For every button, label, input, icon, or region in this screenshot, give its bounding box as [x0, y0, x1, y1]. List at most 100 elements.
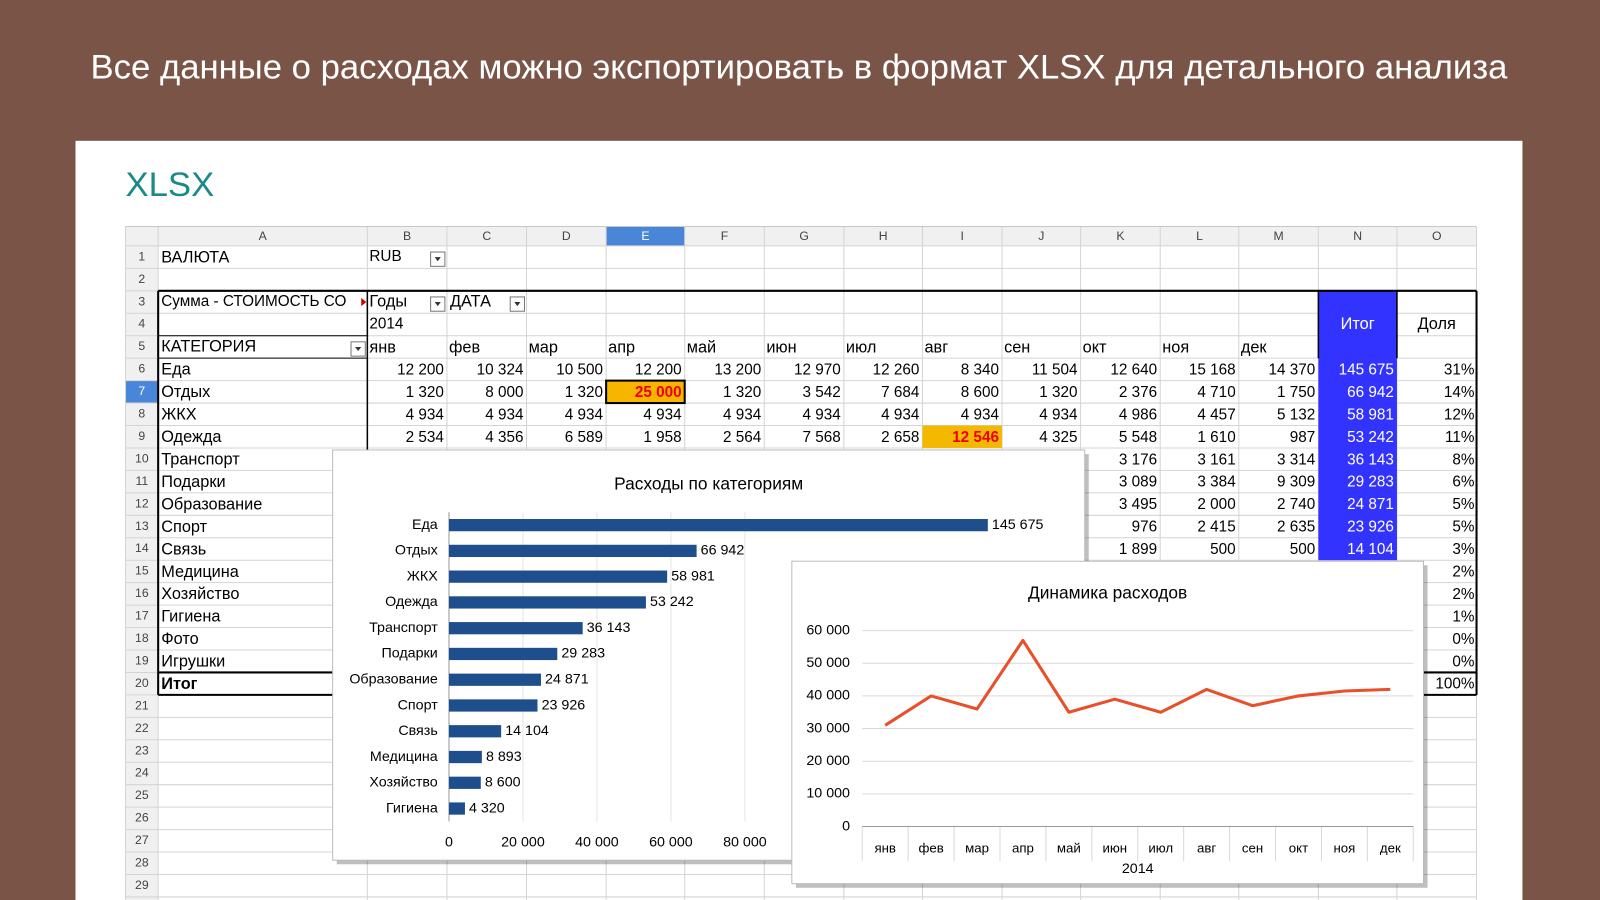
cell-value: 4 934	[881, 406, 920, 423]
total-value: 23 926	[1347, 519, 1394, 536]
column-header: K	[1116, 229, 1125, 243]
total-value: 36 143	[1347, 451, 1394, 468]
column-header: L	[1196, 229, 1203, 243]
x-tick-label: 20 000	[501, 835, 545, 851]
y-tick-label: Связь	[398, 723, 437, 739]
share-value: 100%	[1435, 676, 1475, 693]
y-tick-label: 20 000	[806, 753, 850, 769]
share-value: 5%	[1452, 519, 1475, 536]
category-label: ЖКХ	[161, 406, 197, 424]
slide-title: Все данные о расходах можно экспортирова…	[91, 49, 1509, 87]
month-header: авг	[924, 338, 948, 356]
y-tick-label: 50 000	[806, 655, 850, 671]
share-value: 31%	[1444, 361, 1475, 378]
cell-value: 1 899	[1119, 541, 1157, 558]
cell-value: 4 934	[803, 406, 842, 423]
data-label: 23 926	[542, 697, 586, 713]
bar	[448, 647, 558, 661]
data-label: 53 242	[650, 594, 694, 610]
cell-value: 2 376	[1119, 384, 1157, 401]
cell-value: 5 132	[1277, 406, 1315, 423]
row-header: 1	[138, 249, 145, 263]
data-label: 24 871	[545, 671, 589, 687]
x-tick-label: дек	[1380, 840, 1401, 855]
month-header: мар	[529, 338, 558, 356]
cell-marker	[361, 297, 367, 307]
data-label: 14 104	[505, 723, 549, 739]
cell-value: 1 320	[1039, 384, 1077, 401]
cell-value: 3 314	[1277, 451, 1316, 468]
cell-value: 976	[1132, 519, 1158, 536]
cell-value: 1 610	[1197, 429, 1235, 446]
y-tick-label: Гигиена	[386, 800, 438, 816]
share-value: 14%	[1444, 384, 1475, 401]
row-header: 23	[135, 743, 149, 757]
cell-value: 7 568	[803, 429, 841, 446]
column-header: C	[482, 229, 491, 243]
row-header: 15	[135, 564, 149, 578]
row-header: 22	[135, 721, 149, 735]
bar	[448, 776, 481, 789]
row-header: 11	[135, 474, 148, 488]
row-header: 26	[135, 811, 149, 825]
highlight-cell	[922, 425, 1003, 448]
row-header: 29	[135, 878, 149, 892]
total-column-fill	[1318, 290, 1397, 561]
category-label: Спорт	[161, 518, 207, 536]
cell-value: 2 658	[881, 429, 919, 446]
data-label: 145 675	[992, 517, 1044, 533]
cell-text: ВАЛЮТА	[161, 248, 229, 266]
row-header: 12	[135, 496, 149, 510]
cell-value: 3 495	[1119, 496, 1157, 513]
x-tick-label: янв	[874, 840, 896, 855]
row-header: 21	[135, 698, 149, 712]
month-header: дек	[1241, 338, 1268, 356]
column-header: H	[879, 229, 888, 243]
data-label: 4 320	[469, 800, 505, 816]
cell-value: 12 200	[397, 361, 444, 378]
cell-value: 1 958	[643, 429, 681, 446]
category-label: Игрушки	[161, 653, 225, 671]
column-header: M	[1273, 229, 1283, 243]
x-tick-label: сен	[1242, 840, 1263, 855]
dropdown-arrow	[434, 302, 441, 307]
cell-value: 4 934	[961, 406, 1000, 423]
row-header-bar	[125, 245, 159, 900]
share-value: 2%	[1452, 586, 1475, 603]
cell-value: 4 934	[565, 406, 604, 423]
cell-value: 3 161	[1197, 451, 1235, 468]
cell-value: 1 320	[565, 384, 603, 401]
category-label: Хозяйство	[161, 585, 239, 603]
x-tick-label: апр	[1012, 840, 1034, 855]
dropdown-arrow	[355, 346, 362, 352]
share-value: 0%	[1452, 653, 1475, 670]
row-header: 10	[135, 451, 149, 465]
category-label: Гигиена	[161, 608, 221, 626]
row-header: 6	[138, 362, 145, 376]
y-tick-label: Еда	[412, 517, 438, 533]
total-value: 53 242	[1347, 429, 1394, 446]
row-header: 19	[135, 653, 149, 667]
y-tick-label: Образование	[349, 671, 437, 687]
data-label: 58 981	[671, 568, 715, 584]
share-value: 5%	[1452, 496, 1475, 513]
row-header: 20	[135, 676, 149, 690]
category-label: Подарки	[161, 473, 225, 491]
column-header: F	[721, 229, 728, 243]
row-header: 9	[138, 429, 145, 443]
row-header: 3	[138, 294, 145, 308]
x-tick-label: май	[1057, 840, 1081, 855]
share-value: 0%	[1452, 631, 1475, 648]
highlight-cell	[605, 379, 686, 405]
month-header: июл	[846, 338, 877, 356]
cell-value: 11 504	[1032, 361, 1078, 378]
x-tick-label: 60 000	[649, 835, 693, 851]
cell-value: 5 548	[1119, 429, 1157, 446]
month-header: янв	[369, 338, 396, 356]
x-tick-label: авг	[1197, 840, 1216, 855]
column-header: B	[403, 229, 411, 243]
cell-value: 2 415	[1197, 519, 1235, 536]
x-tick-label: 80 000	[723, 835, 767, 851]
dropdown-arrow	[434, 257, 441, 262]
